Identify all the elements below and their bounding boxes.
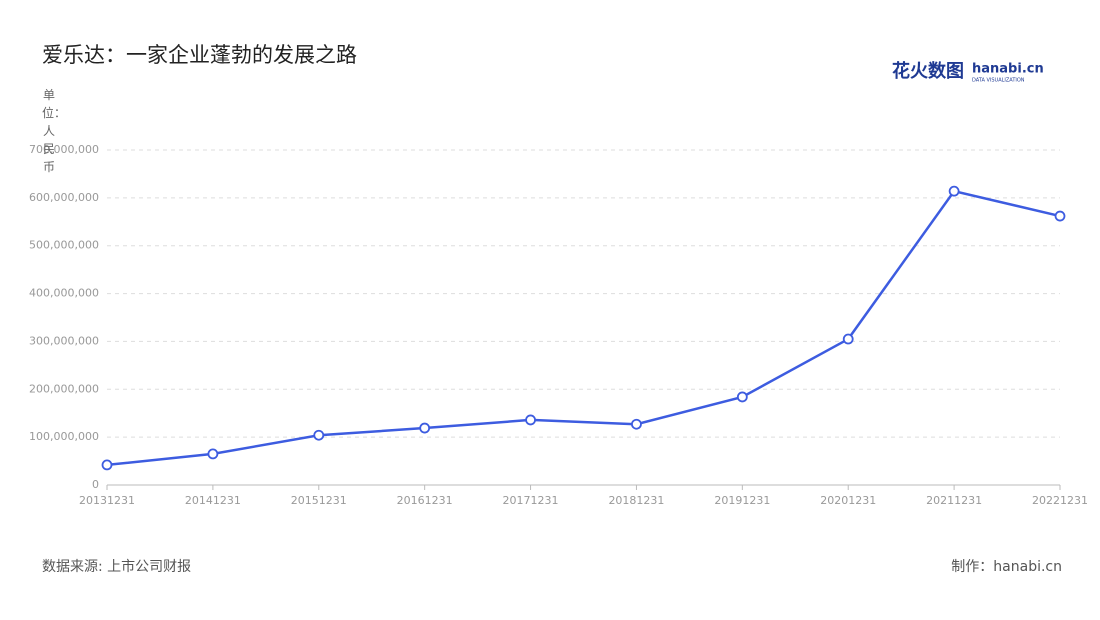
y-tick-label: 600,000,000: [29, 191, 99, 204]
x-tick-label: 20151231: [291, 494, 347, 507]
chart-title: 爱乐达：一家企业蓬勃的发展之路: [42, 43, 357, 67]
y-tick-label: 500,000,000: [29, 239, 99, 252]
y-tick-label: 200,000,000: [29, 382, 99, 395]
source: 数据来源: 上市公司财报: [42, 558, 191, 575]
credit: 制作：hanabi.cn: [951, 559, 1062, 575]
point: [207, 448, 219, 460]
point: [948, 185, 960, 197]
y-tick-label: 0: [92, 478, 99, 491]
point: [525, 414, 536, 426]
x-tick-label: 20201231: [820, 494, 876, 507]
y-axis-label: 单位：人民币: [42, 88, 67, 174]
y-tick-label: 700,000,000: [29, 143, 99, 156]
y-tick-label: 300,000,000: [29, 334, 99, 347]
point: [1054, 210, 1066, 222]
point: [101, 459, 113, 471]
x-tick-label: 20181231: [608, 494, 664, 507]
point: [736, 391, 748, 403]
y-tick-label: 100,000,000: [29, 430, 99, 443]
logo-site: hanabi.cn: [972, 62, 1044, 77]
x-tick-label: 20211231: [926, 494, 982, 507]
point: [631, 418, 642, 430]
x-tick-label: 20131231: [79, 494, 135, 507]
line: [106, 189, 1061, 467]
x-tick-label: 20191231: [714, 494, 770, 507]
x-tick-label: 20141231: [185, 494, 241, 507]
x-tick-label: 20161231: [397, 494, 453, 507]
y-tick-label: 400,000,000: [29, 287, 99, 300]
point: [419, 422, 431, 434]
x-tick-label: 20171231: [503, 494, 559, 507]
logo-name: 花火数图: [892, 60, 964, 82]
logo-tagline: DATA VISUALIZATION: [972, 78, 1025, 84]
point: [313, 429, 325, 441]
x-tick-label: 20221231: [1032, 494, 1088, 507]
point: [842, 333, 854, 345]
